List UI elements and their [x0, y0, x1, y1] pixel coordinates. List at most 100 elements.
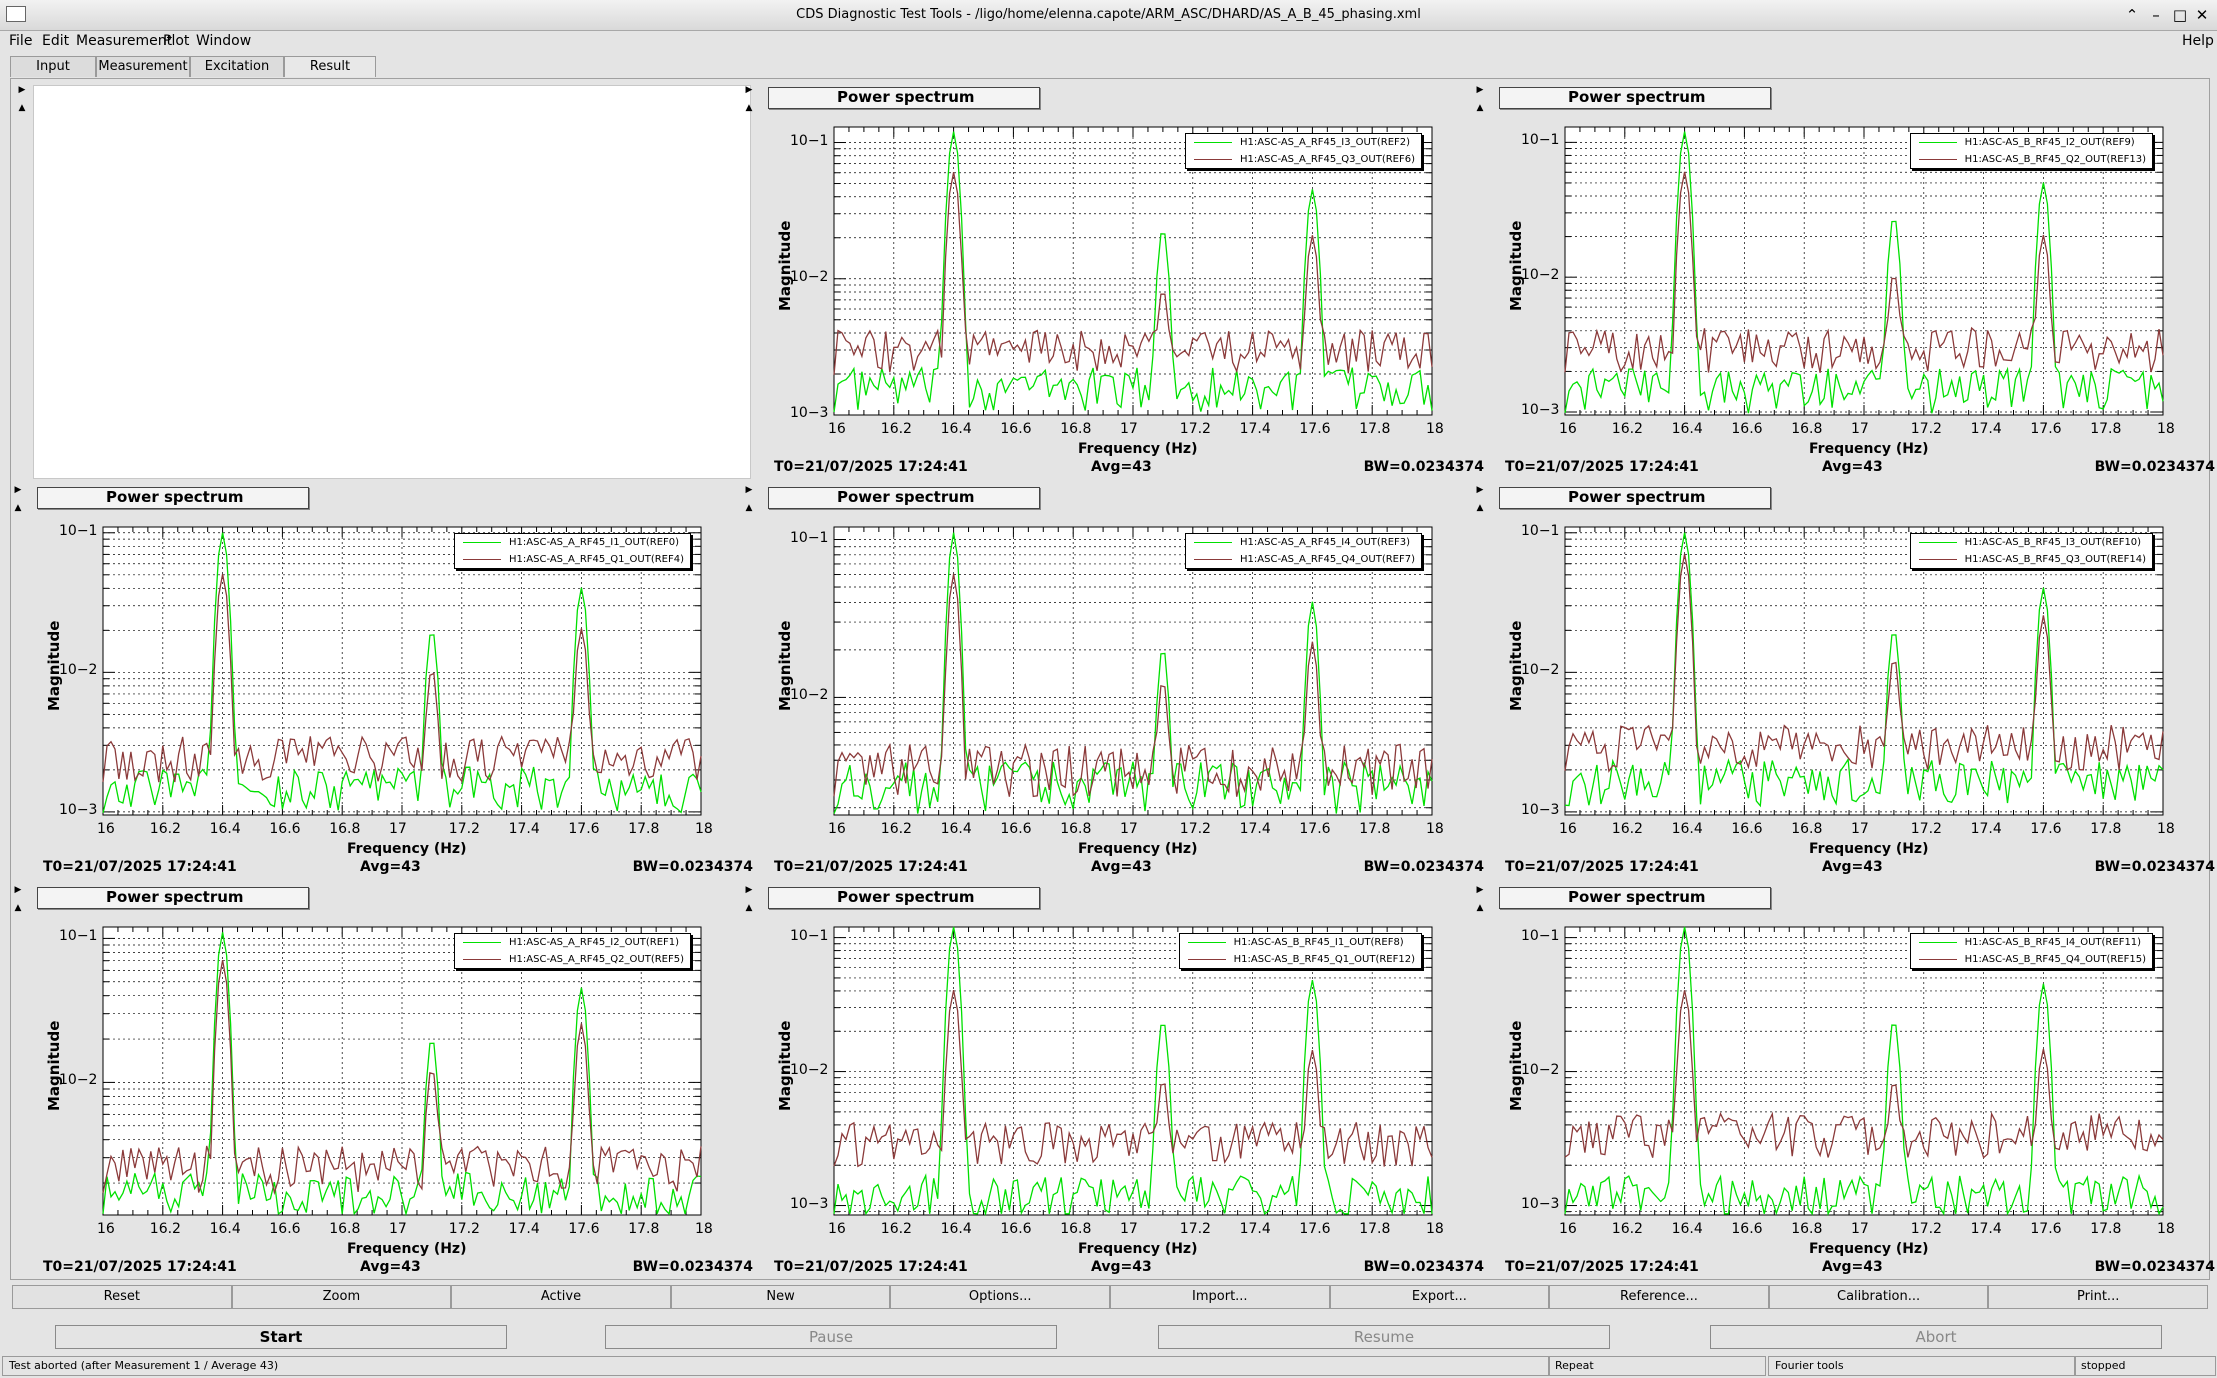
legend-label: H1:ASC-AS_B_RF45_I3_OUT(REF10)	[1964, 537, 2142, 548]
pad-expand-up-icon[interactable]: ▲	[745, 103, 753, 113]
button-new[interactable]: New	[670, 1285, 891, 1309]
collapse-icon[interactable]: ⌃	[2125, 6, 2139, 24]
x-tick-label: 16.6	[1731, 421, 1763, 437]
legend-entry: H1:ASC-AS_A_RF45_Q1_OUT(REF4)	[455, 551, 690, 568]
tab-result[interactable]: Result	[284, 56, 376, 77]
pad-expand-right-icon[interactable]: ▶	[1476, 885, 1484, 895]
plot-pad[interactable]: ▶ ▲ Power spectrum 16 16.2 16.4 16.6 16.8 17 17.2…	[746, 85, 1494, 485]
x-tick-label: 18	[695, 1221, 713, 1237]
pause-button[interactable]: Pause	[605, 1325, 1057, 1349]
tab-input[interactable]: Input	[10, 56, 96, 77]
legend-label: H1:ASC-AS_A_RF45_Q2_OUT(REF5)	[509, 954, 684, 965]
menu-plot[interactable]: Plot	[163, 33, 190, 49]
window-title: CDS Diagnostic Test Tools - /ligo/home/e…	[796, 7, 1421, 22]
button-zoom[interactable]: Zoom	[231, 1285, 452, 1309]
pad-expand-right-icon[interactable]: ▶	[1476, 85, 1484, 95]
plot-pad[interactable]: ▶ ▲ Power spectrum 16 16.2 16.4 16.6 16.8 17 17.2…	[746, 885, 1494, 1285]
series-q-line	[833, 989, 1433, 1168]
button-options[interactable]: Options...	[890, 1285, 1110, 1309]
pad-expand-right-icon[interactable]: ▶	[14, 485, 22, 495]
series-q-line	[833, 573, 1433, 798]
x-tick-label: 17	[1120, 1221, 1138, 1237]
plot-pad[interactable]: ▶ ▲ Power spectrum 16 16.2 16.4 16.6 16.8 17 17.2…	[1477, 85, 2217, 485]
y-tick-label: 10−1	[1521, 927, 1560, 944]
pad-expand-up-icon[interactable]: ▲	[745, 503, 753, 513]
abort-button[interactable]: Abort	[1710, 1325, 2162, 1349]
button-import[interactable]: Import...	[1110, 1285, 1330, 1309]
button-active[interactable]: Active	[451, 1285, 671, 1309]
legend-entry: H1:ASC-AS_A_RF45_Q3_OUT(REF6)	[1186, 151, 1421, 168]
pad-expand-right-icon[interactable]: ▶	[1476, 485, 1484, 495]
menu-edit[interactable]: Edit	[42, 33, 70, 49]
tab-excitation[interactable]: Excitation	[190, 56, 284, 77]
plot-pad[interactable]: ▶ ▲ Power spectrum 16 16.2 16.4 16.6 16.8 17 17.2…	[15, 885, 763, 1285]
pad-expand-right-icon[interactable]: ▶	[745, 885, 753, 895]
x-tick-label: 17	[1120, 821, 1138, 837]
x-tick-label: 17.4	[1239, 821, 1271, 837]
info-avg: Avg=43	[1822, 459, 1883, 475]
series-i-line	[833, 926, 1433, 1217]
legend-entry: H1:ASC-AS_A_RF45_Q4_OUT(REF7)	[1186, 551, 1421, 568]
x-tick-label: 17	[1851, 1221, 1869, 1237]
start-button[interactable]: Start	[55, 1325, 507, 1349]
plot-pad[interactable]: ▶ ▲ Power spectrum 16 16.2 16.4 16.6 16.8 17 17.2…	[1477, 885, 2217, 1285]
pad-expand-right-icon[interactable]: ▶	[18, 85, 26, 95]
x-tick-label: 16	[1559, 821, 1577, 837]
pad-expand-right-icon[interactable]: ▶	[745, 485, 753, 495]
legend-entry: H1:ASC-AS_B_RF45_Q3_OUT(REF14)	[1911, 551, 2152, 568]
pad-expand-up-icon[interactable]: ▲	[1476, 503, 1484, 513]
empty-pad[interactable]	[33, 85, 751, 479]
y-tick-label: 10−1	[790, 132, 829, 149]
legend-swatch	[1194, 559, 1233, 560]
maximize-icon[interactable]: □	[2172, 6, 2188, 24]
button-export[interactable]: Export...	[1329, 1285, 1550, 1309]
menu-measurement[interactable]: Measurement	[76, 33, 173, 49]
series-i-line	[833, 131, 1433, 413]
pad-expand-right-icon[interactable]: ▶	[745, 85, 753, 95]
plot-legend: H1:ASC-AS_B_RF45_I4_OUT(REF11) H1:ASC-AS_…	[1909, 933, 2153, 969]
menu-window[interactable]: Window	[196, 33, 252, 49]
plot-pad[interactable]: ▶ ▲ Power spectrum 16 16.2 16.4 16.6 16.8 17 17.2…	[15, 485, 763, 885]
legend-entry: H1:ASC-AS_A_RF45_Q2_OUT(REF5)	[455, 951, 690, 968]
button-print[interactable]: Print...	[1988, 1285, 2208, 1309]
x-tick-label: 17.4	[1239, 421, 1271, 437]
pad-expand-up-icon[interactable]: ▲	[14, 503, 22, 513]
tab-measurement[interactable]: Measurement	[96, 56, 190, 77]
pad-expand-up-icon[interactable]: ▲	[14, 903, 22, 913]
x-axis-label: Frequency (Hz)	[347, 841, 467, 857]
pad-expand-up-icon[interactable]: ▲	[18, 103, 26, 113]
x-tick-label: 16	[1559, 421, 1577, 437]
x-tick-label: 16.2	[880, 421, 912, 437]
close-icon[interactable]: ✕	[2195, 6, 2209, 24]
pad-expand-up-icon[interactable]: ▲	[1476, 903, 1484, 913]
plot-pad[interactable]: ▶ ▲ Power spectrum 16 16.2 16.4 16.6 16.8 17 17.2…	[746, 485, 1494, 885]
legend-swatch	[1194, 542, 1233, 543]
info-avg: Avg=43	[360, 1259, 421, 1275]
legend-swatch	[1918, 542, 1957, 543]
legend-entry: H1:ASC-AS_B_RF45_I1_OUT(REF8)	[1180, 934, 1421, 951]
legend-swatch	[1918, 942, 1957, 943]
y-tick-label: 10−3	[1521, 1195, 1560, 1212]
x-tick-label: 17	[1120, 421, 1138, 437]
plot-title: Power spectrum	[1499, 87, 1771, 109]
x-tick-label: 17.4	[508, 821, 540, 837]
legend-entry: H1:ASC-AS_A_RF45_I3_OUT(REF2)	[1186, 134, 1421, 151]
plot-pad[interactable]: ▶ ▲ Power spectrum 16 16.2 16.4 16.6 16.8 17 17.2…	[1477, 485, 2217, 885]
button-calibration[interactable]: Calibration...	[1768, 1285, 1989, 1309]
resume-button[interactable]: Resume	[1158, 1325, 1610, 1349]
button-reset[interactable]: Reset	[12, 1285, 232, 1309]
pad-expand-up-icon[interactable]: ▲	[1476, 103, 1484, 113]
pad-expand-right-icon[interactable]: ▶	[14, 885, 22, 895]
x-tick-label: 17	[389, 1221, 407, 1237]
series-q-line	[1564, 553, 2164, 773]
plot-legend: H1:ASC-AS_B_RF45_I1_OUT(REF8) H1:ASC-AS_B…	[1178, 933, 1422, 969]
x-tick-label: 16.2	[1611, 821, 1643, 837]
legend-swatch	[463, 542, 502, 543]
button-reference[interactable]: Reference...	[1549, 1285, 1769, 1309]
pad-expand-up-icon[interactable]: ▲	[745, 903, 753, 913]
menu-file[interactable]: File	[9, 33, 33, 49]
minimize-icon[interactable]: –	[2152, 6, 2160, 24]
menu-help[interactable]: Help	[2182, 33, 2214, 49]
series-i-line	[1564, 131, 2164, 414]
y-tick-label: 10−2	[790, 268, 829, 285]
